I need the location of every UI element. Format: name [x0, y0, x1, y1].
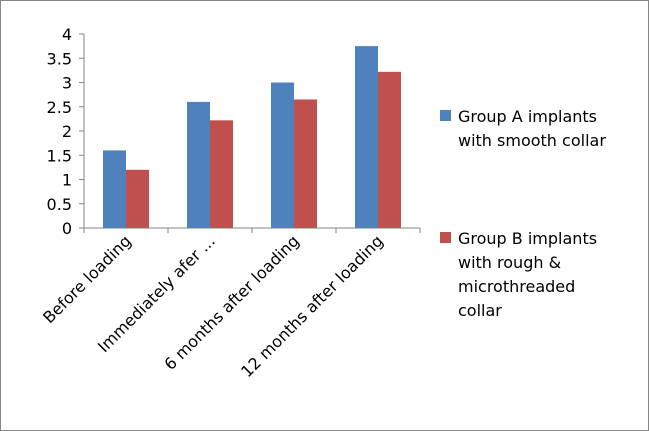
- bar: [378, 71, 401, 228]
- bar: [294, 99, 317, 228]
- bar: [355, 46, 378, 228]
- bar: [187, 101, 210, 228]
- legend-label: Group A implants: [458, 107, 597, 126]
- bar: [103, 150, 126, 228]
- y-tick-label: 1.5: [47, 146, 72, 165]
- bar: [210, 120, 233, 228]
- x-category-label: 6 months after loading: [160, 231, 302, 373]
- x-category-label: 12 months after loading: [237, 231, 387, 381]
- bar: [271, 82, 294, 228]
- x-category-label: Before loading: [39, 231, 135, 327]
- legend-label: collar: [458, 301, 502, 320]
- y-tick-label: 3: [62, 74, 72, 93]
- y-tick-label: 2: [62, 122, 72, 141]
- legend-swatch: [440, 110, 451, 121]
- y-tick-label: 4: [62, 25, 72, 44]
- y-tick-label: 0.5: [47, 195, 72, 214]
- legend-swatch: [440, 232, 451, 243]
- y-tick-label: 0: [62, 219, 72, 238]
- legend-label: microthreaded: [458, 277, 575, 296]
- bar: [126, 169, 149, 228]
- legend-label: with rough &: [458, 253, 561, 272]
- legend-label: Group B implants: [458, 229, 597, 248]
- y-tick-label: 2.5: [47, 98, 72, 117]
- y-tick-label: 3.5: [47, 49, 72, 68]
- y-tick-label: 1: [62, 171, 72, 190]
- legend-label: with smooth collar: [458, 131, 606, 150]
